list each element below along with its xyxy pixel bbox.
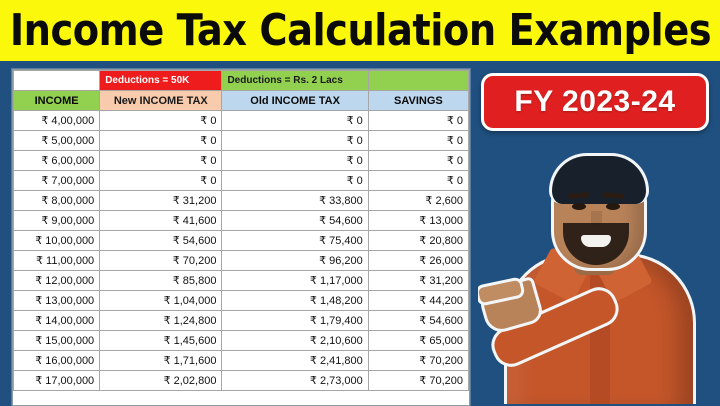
cell-income: ₹ 8,00,000 [13, 190, 101, 211]
cell-savings: ₹ 0 [367, 110, 469, 131]
cell-income: ₹ 13,00,000 [13, 290, 101, 311]
cell-income: ₹ 11,00,000 [13, 250, 101, 271]
cell-old-tax: ₹ 54,600 [221, 210, 369, 231]
cell-savings: ₹ 54,600 [367, 310, 469, 331]
cell-old-tax: ₹ 0 [221, 110, 369, 131]
cell-old-tax: ₹ 0 [221, 150, 369, 171]
cell-new-tax: ₹ 2,02,800 [99, 370, 223, 391]
note-cell-income [13, 70, 101, 91]
content-stage: Deductions = 50K Deductions = Rs. 2 Lacs… [0, 61, 720, 406]
cell-income: ₹ 12,00,000 [13, 270, 101, 291]
table-row[interactable]: ₹ 17,00,000 ₹ 2,02,800 ₹ 2,73,000 ₹ 70,2… [13, 370, 469, 391]
income-tax-table: Deductions = 50K Deductions = Rs. 2 Lacs… [13, 70, 469, 391]
fiscal-year-badge: FY 2023-24 [481, 73, 709, 131]
cell-old-tax: ₹ 1,17,000 [221, 270, 369, 291]
table-row[interactable]: ₹ 9,00,000 ₹ 41,600 ₹ 54,600 ₹ 13,000 [13, 210, 469, 231]
cell-new-tax: ₹ 70,200 [99, 250, 223, 271]
table-row[interactable]: ₹ 6,00,000 ₹ 0 ₹ 0 ₹ 0 [13, 150, 469, 171]
cell-income: ₹ 6,00,000 [13, 150, 101, 171]
cell-savings: ₹ 70,200 [367, 370, 469, 391]
table-row[interactable]: ₹ 14,00,000 ₹ 1,24,800 ₹ 1,79,400 ₹ 54,6… [13, 310, 469, 331]
cell-new-tax: ₹ 1,45,600 [99, 330, 223, 351]
cell-old-tax: ₹ 33,800 [221, 190, 369, 211]
title-banner: Income Tax Calculation Examples [0, 0, 720, 61]
column-header-old-income-tax[interactable]: Old INCOME TAX [221, 90, 369, 111]
cell-income: ₹ 15,00,000 [13, 330, 101, 351]
page-title: Income Tax Calculation Examples [9, 4, 711, 56]
cell-old-tax: ₹ 0 [221, 170, 369, 191]
note-cell-savings [367, 70, 469, 91]
table-row[interactable]: ₹ 10,00,000 ₹ 54,600 ₹ 75,400 ₹ 20,800 [13, 230, 469, 251]
cell-savings: ₹ 0 [367, 150, 469, 171]
cell-income: ₹ 14,00,000 [13, 310, 101, 331]
cell-savings: ₹ 44,200 [367, 290, 469, 311]
cell-savings: ₹ 65,000 [367, 330, 469, 351]
cell-savings: ₹ 0 [367, 170, 469, 191]
column-header-savings[interactable]: SAVINGS [367, 90, 469, 111]
presenter-photo [478, 131, 710, 404]
cell-old-tax: ₹ 2,10,600 [221, 330, 369, 351]
cell-income: ₹ 5,00,000 [13, 130, 101, 151]
cell-new-tax: ₹ 0 [99, 130, 223, 151]
cell-savings: ₹ 31,200 [367, 270, 469, 291]
cell-old-tax: ₹ 0 [221, 130, 369, 151]
cell-savings: ₹ 70,200 [367, 350, 469, 371]
table-row[interactable]: ₹ 4,00,000 ₹ 0 ₹ 0 ₹ 0 [13, 110, 469, 131]
header-row: INCOME New INCOME TAX Old INCOME TAX SAV… [13, 90, 469, 111]
cell-income: ₹ 7,00,000 [13, 170, 101, 191]
cell-income: ₹ 17,00,000 [13, 370, 101, 391]
fiscal-year-label: FY 2023-24 [514, 85, 676, 118]
cell-old-tax: ₹ 2,41,800 [221, 350, 369, 371]
presenter-nose [591, 211, 602, 227]
note-row: Deductions = 50K Deductions = Rs. 2 Lacs [13, 70, 469, 91]
cell-new-tax: ₹ 0 [99, 170, 223, 191]
table-body: Deductions = 50K Deductions = Rs. 2 Lacs… [13, 70, 469, 391]
cell-savings: ₹ 20,800 [367, 230, 469, 251]
cell-new-tax: ₹ 85,800 [99, 270, 223, 291]
table-row[interactable]: ₹ 13,00,000 ₹ 1,04,000 ₹ 1,48,200 ₹ 44,2… [13, 290, 469, 311]
presenter-mouth [581, 235, 611, 247]
note-cell-old-tax: Deductions = Rs. 2 Lacs [221, 70, 369, 91]
cell-new-tax: ₹ 0 [99, 110, 223, 131]
cell-new-tax: ₹ 1,71,600 [99, 350, 223, 371]
presenter-eye-left [572, 203, 586, 210]
table-row[interactable]: ₹ 15,00,000 ₹ 1,45,600 ₹ 2,10,600 ₹ 65,0… [13, 330, 469, 351]
presenter-eye-right [606, 203, 620, 210]
presenter-hair [549, 153, 649, 204]
column-header-income[interactable]: INCOME [13, 90, 101, 111]
table-row[interactable]: ₹ 16,00,000 ₹ 1,71,600 ₹ 2,41,800 ₹ 70,2… [13, 350, 469, 371]
cell-old-tax: ₹ 2,73,000 [221, 370, 369, 391]
cell-new-tax: ₹ 1,24,800 [99, 310, 223, 331]
table-row[interactable]: ₹ 12,00,000 ₹ 85,800 ₹ 1,17,000 ₹ 31,200 [13, 270, 469, 291]
cell-old-tax: ₹ 1,79,400 [221, 310, 369, 331]
cell-old-tax: ₹ 96,200 [221, 250, 369, 271]
table-row[interactable]: ₹ 7,00,000 ₹ 0 ₹ 0 ₹ 0 [13, 170, 469, 191]
cell-old-tax: ₹ 75,400 [221, 230, 369, 251]
cell-income: ₹ 9,00,000 [13, 210, 101, 231]
table-row[interactable]: ₹ 11,00,000 ₹ 70,200 ₹ 96,200 ₹ 26,000 [13, 250, 469, 271]
cell-income: ₹ 4,00,000 [13, 110, 101, 131]
cell-savings: ₹ 2,600 [367, 190, 469, 211]
note-cell-new-tax: Deductions = 50K [99, 70, 223, 91]
cell-savings: ₹ 26,000 [367, 250, 469, 271]
column-header-new-income-tax[interactable]: New INCOME TAX [99, 90, 223, 111]
cell-new-tax: ₹ 0 [99, 150, 223, 171]
income-tax-table-panel[interactable]: Deductions = 50K Deductions = Rs. 2 Lacs… [12, 69, 470, 406]
cell-new-tax: ₹ 41,600 [99, 210, 223, 231]
cell-savings: ₹ 0 [367, 130, 469, 151]
cell-new-tax: ₹ 1,04,000 [99, 290, 223, 311]
cell-savings: ₹ 13,000 [367, 210, 469, 231]
cell-income: ₹ 16,00,000 [13, 350, 101, 371]
table-row[interactable]: ₹ 8,00,000 ₹ 31,200 ₹ 33,800 ₹ 2,600 [13, 190, 469, 211]
cell-new-tax: ₹ 31,200 [99, 190, 223, 211]
table-row[interactable]: ₹ 5,00,000 ₹ 0 ₹ 0 ₹ 0 [13, 130, 469, 151]
cell-new-tax: ₹ 54,600 [99, 230, 223, 251]
cell-income: ₹ 10,00,000 [13, 230, 101, 251]
cell-old-tax: ₹ 1,48,200 [221, 290, 369, 311]
